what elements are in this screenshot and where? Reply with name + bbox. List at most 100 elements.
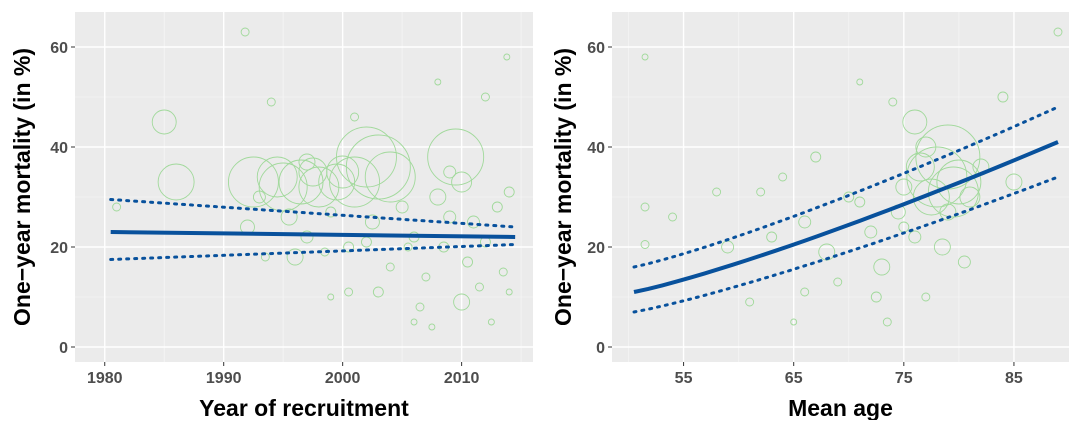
data-point <box>112 202 122 212</box>
data-point <box>641 53 649 61</box>
data-point <box>329 156 381 208</box>
data-point <box>344 287 354 297</box>
data-point <box>745 297 755 307</box>
ci-upper-line <box>632 105 1060 269</box>
data-point <box>326 155 360 189</box>
fit-line <box>633 140 1059 294</box>
data-point <box>266 97 276 107</box>
data-point <box>882 317 892 327</box>
data-point <box>415 302 425 312</box>
y-axis-title: One−year mortality (in %) <box>9 48 35 326</box>
data-point <box>854 196 866 208</box>
data-point <box>286 248 304 266</box>
data-point <box>227 156 279 208</box>
data-point <box>640 202 650 212</box>
data-point <box>157 163 195 201</box>
data-point <box>364 151 416 203</box>
data-point <box>240 27 250 37</box>
panel-background <box>612 12 1069 362</box>
data-point <box>467 215 480 229</box>
data-point <box>421 272 431 282</box>
ci-lower-line <box>109 243 517 261</box>
data-point <box>503 53 511 61</box>
data-point <box>668 212 678 222</box>
data-point <box>833 277 843 287</box>
data-point <box>843 191 855 203</box>
data-point <box>712 187 722 197</box>
y-tick-label: 40 <box>50 140 68 157</box>
data-point <box>800 287 810 297</box>
data-point <box>503 186 515 198</box>
x-tick-label: 75 <box>895 370 913 387</box>
data-point <box>343 241 355 253</box>
data-point <box>505 288 513 296</box>
data-point <box>905 152 935 182</box>
data-point <box>908 230 922 244</box>
data-point <box>280 208 298 226</box>
data-point <box>475 282 484 292</box>
data-point <box>957 255 971 269</box>
y-tick-label: 40 <box>587 140 605 157</box>
data-point <box>427 128 485 186</box>
data-point <box>151 109 177 135</box>
data-point <box>902 109 928 135</box>
data-point <box>936 159 982 205</box>
x-tick-label: 1990 <box>206 370 242 387</box>
x-tick-label: 1980 <box>87 370 123 387</box>
data-point <box>933 238 951 256</box>
y-axis-title: One−year mortality (in %) <box>550 48 576 326</box>
data-point <box>256 156 298 198</box>
data-point <box>895 178 913 196</box>
x-tick-label: 65 <box>785 370 803 387</box>
data-point <box>443 165 457 179</box>
data-point <box>766 231 778 243</box>
data-point <box>372 286 384 298</box>
data-point <box>915 136 937 158</box>
x-axis-title: Year of recruitment <box>199 395 409 420</box>
data-point <box>1005 173 1023 191</box>
data-point <box>443 210 457 224</box>
data-point <box>385 262 395 272</box>
data-point <box>434 78 442 86</box>
data-point <box>997 91 1009 103</box>
data-point <box>870 291 882 303</box>
y-tick-label: 60 <box>50 40 68 57</box>
right-panel: 0 20 40 60 55 65 75 85 Mean age One−year mortalit… <box>550 12 1069 421</box>
y-tick-label: 20 <box>50 240 68 257</box>
ci-upper-line <box>109 198 517 229</box>
data-point <box>921 292 931 302</box>
data-point <box>1053 27 1063 37</box>
y-tick-label: 0 <box>59 340 68 357</box>
data-point <box>298 153 316 171</box>
data-point <box>480 92 490 102</box>
data-point <box>498 267 508 277</box>
y-tick-label: 0 <box>596 340 605 357</box>
data-point <box>873 258 891 276</box>
data-point <box>395 200 409 214</box>
data-point <box>410 318 418 326</box>
ci-lower-line <box>632 175 1060 314</box>
data-point <box>327 293 335 301</box>
data-point <box>778 172 788 182</box>
fit-line <box>110 230 516 239</box>
data-point <box>864 225 878 239</box>
data-point <box>325 206 337 218</box>
data-point <box>959 186 981 208</box>
y-tick-label: 60 <box>587 40 605 57</box>
x-axis-title: Mean age <box>788 395 893 420</box>
data-point <box>350 112 360 122</box>
left-panel: 0 20 40 60 1980 1990 2000 2010 Year of recruitme… <box>9 12 533 421</box>
panel-background <box>75 12 533 362</box>
data-point <box>888 97 898 107</box>
data-point <box>453 293 471 311</box>
x-tick-label: 2000 <box>325 370 361 387</box>
data-point <box>756 187 766 197</box>
data-point <box>462 256 474 268</box>
data-point <box>939 203 957 221</box>
data-point <box>364 214 380 230</box>
y-tick-label: 20 <box>587 240 605 257</box>
data-point <box>856 78 864 86</box>
data-point <box>428 323 436 331</box>
